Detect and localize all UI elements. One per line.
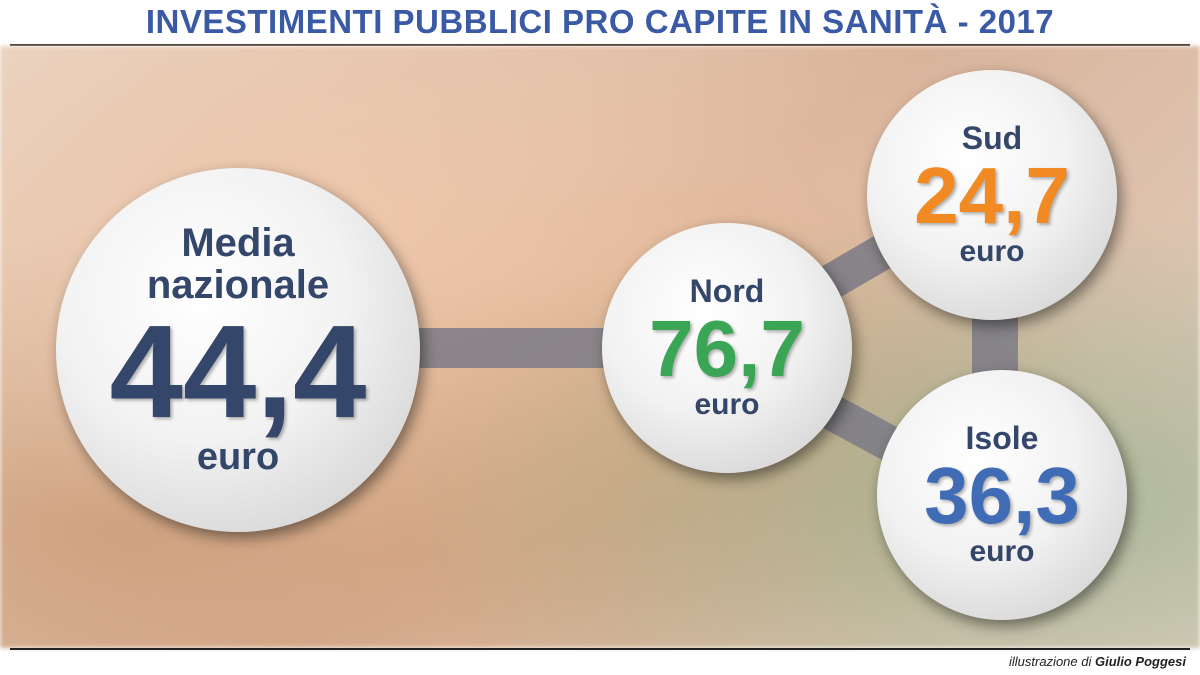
node-unit: euro — [959, 235, 1025, 269]
node-label: Nord — [689, 273, 765, 310]
node-unit: euro — [969, 535, 1035, 569]
credit-author: Giulio Poggesi — [1094, 654, 1186, 669]
top-rule — [10, 44, 1190, 46]
node-label: Isole — [965, 420, 1039, 457]
node-value: 24,7 — [914, 151, 1070, 241]
value-circle: Nord 76,7 euro — [602, 223, 852, 473]
node-value: 36,3 — [924, 451, 1080, 541]
value-circle: Isole 36,3 euro — [877, 370, 1127, 620]
node-unit: euro — [694, 388, 760, 422]
value-circle: Sud 24,7 euro — [867, 70, 1117, 320]
credit: illustrazione di Giulio Poggesi — [1009, 654, 1186, 669]
node-label: Sud — [961, 120, 1023, 157]
node-unit: euro — [196, 436, 280, 479]
title: INVESTIMENTI PUBBLICI PRO CAPITE IN SANI… — [145, 3, 1055, 40]
credit-prefix: illustrazione di — [1008, 654, 1092, 669]
node-value: 44,4 — [109, 298, 367, 446]
connector — [400, 328, 630, 368]
bottom-rule — [10, 648, 1190, 650]
node-value: 76,7 — [649, 304, 805, 394]
value-circle: Media nazionale 44,4 euro — [56, 168, 420, 532]
node-label: Media nazionale — [146, 221, 330, 308]
